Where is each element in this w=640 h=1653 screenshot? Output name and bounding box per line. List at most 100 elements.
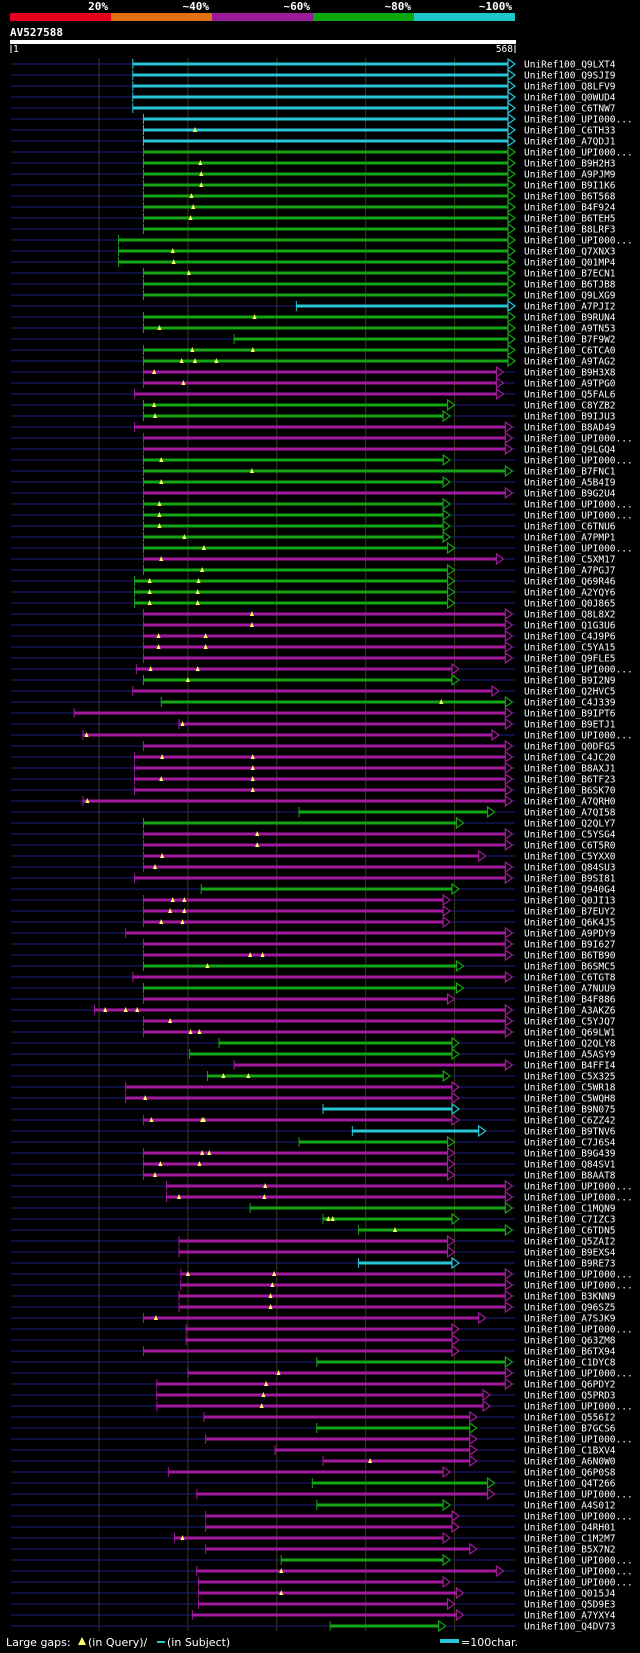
hit-label[interactable]: UniRef100_C5WQH8 — [524, 1094, 616, 1105]
hit-label[interactable]: UniRef100_C5YA15 — [524, 643, 616, 654]
hit-label[interactable]: UniRef100_C8YZB2 — [524, 401, 616, 412]
hit-label[interactable]: UniRef100_B9G2U4 — [524, 489, 616, 500]
hit-label[interactable]: UniRef100_B8LRF3 — [524, 225, 616, 236]
hit-label[interactable]: UniRef100_A7QI58 — [524, 808, 616, 819]
hit-label[interactable]: UniRef100_B7FNC1 — [524, 467, 616, 478]
hit-label[interactable]: UniRef100_Q63ZM8 — [524, 1336, 616, 1347]
hit-label[interactable]: UniRef100_B7EUY2 — [524, 907, 616, 918]
hit-label[interactable]: UniRef100_Q5D9E3 — [524, 1600, 616, 1611]
hit-label[interactable]: UniRef100_B9EXS4 — [524, 1248, 616, 1259]
hit-label[interactable]: UniRef100_A7QRH0 — [524, 797, 616, 808]
hit-label[interactable]: UniRef100_C1M2M7 — [524, 1534, 616, 1545]
hit-label[interactable]: UniRef100_A3AKZ6 — [524, 1006, 616, 1017]
hit-label[interactable]: UniRef100_C1DYC8 — [524, 1358, 616, 1369]
hit-label[interactable]: UniRef100_UPI000... — [524, 1182, 633, 1193]
hit-label[interactable]: UniRef100_C6T5R0 — [524, 841, 616, 852]
hit-label[interactable]: UniRef100_Q9SJI9 — [524, 71, 616, 82]
hit-label[interactable]: UniRef100_Q940G4 — [524, 885, 616, 896]
hit-label[interactable]: UniRef100_B4FFI4 — [524, 1061, 616, 1072]
hit-label[interactable]: UniRef100_C6TH33 — [524, 126, 616, 137]
hit-label[interactable]: UniRef100_C4J339 — [524, 698, 616, 709]
hit-label[interactable]: UniRef100_UPI000... — [524, 1270, 633, 1281]
hit-label[interactable]: UniRef100_B7GCS6 — [524, 1424, 616, 1435]
hit-label[interactable]: UniRef100_B7ECN1 — [524, 269, 616, 280]
hit-label[interactable]: UniRef100_B6SK70 — [524, 786, 616, 797]
hit-label[interactable]: UniRef100_B9SI81 — [524, 874, 616, 885]
hit-label[interactable]: UniRef100_A9TAG2 — [524, 357, 616, 368]
hit-label[interactable]: UniRef100_A7PJI2 — [524, 302, 616, 313]
hit-label[interactable]: UniRef100_B6TB90 — [524, 951, 616, 962]
hit-label[interactable]: UniRef100_Q9LXG9 — [524, 291, 616, 302]
hit-label[interactable]: UniRef100_B9I627 — [524, 940, 616, 951]
hit-label[interactable]: UniRef100_B6TJB8 — [524, 280, 616, 291]
hit-label[interactable]: UniRef100_B9IPT6 — [524, 709, 616, 720]
hit-label[interactable]: UniRef100_B9G439 — [524, 1149, 616, 1160]
hit-label[interactable]: UniRef100_B6TF23 — [524, 775, 616, 786]
hit-label[interactable]: UniRef100_UPI000... — [524, 434, 633, 445]
hit-label[interactable]: UniRef100_A5B4I9 — [524, 478, 616, 489]
hit-label[interactable]: UniRef100_A5ASY9 — [524, 1050, 616, 1061]
hit-label[interactable]: UniRef100_B6T568 — [524, 192, 616, 203]
hit-label[interactable]: UniRef100_B9RUN4 — [524, 313, 616, 324]
hit-label[interactable]: UniRef100_A9PDY9 — [524, 929, 616, 940]
hit-label[interactable]: UniRef100_B8AXJ1 — [524, 764, 616, 775]
hit-label[interactable]: UniRef100_C5XM17 — [524, 555, 616, 566]
hit-label[interactable]: UniRef100_A7PGJ7 — [524, 566, 616, 577]
hit-label[interactable]: UniRef100_C6ZZ42 — [524, 1116, 616, 1127]
hit-label[interactable]: UniRef100_Q2QLY7 — [524, 819, 616, 830]
hit-label[interactable]: UniRef100_Q0JI13 — [524, 896, 616, 907]
hit-label[interactable]: UniRef100_B9IJU3 — [524, 412, 616, 423]
hit-label[interactable]: UniRef100_Q4T266 — [524, 1479, 616, 1490]
hit-label[interactable]: UniRef100_C5YJQ7 — [524, 1017, 616, 1028]
hit-label[interactable]: UniRef100_UPI000... — [524, 1281, 633, 1292]
hit-label[interactable]: UniRef100_UPI000... — [524, 1512, 633, 1523]
hit-label[interactable]: UniRef100_UPI000... — [524, 236, 633, 247]
hit-label[interactable]: UniRef100_UPI000... — [524, 1435, 633, 1446]
hit-label[interactable]: UniRef100_C7J6S4 — [524, 1138, 616, 1149]
hit-label[interactable]: UniRef100_C1MQN9 — [524, 1204, 616, 1215]
hit-label[interactable]: UniRef100_A4S012 — [524, 1501, 616, 1512]
hit-label[interactable]: UniRef100_Q84SV1 — [524, 1160, 616, 1171]
hit-label[interactable]: UniRef100_B9H3X8 — [524, 368, 616, 379]
hit-label[interactable]: UniRef100_C6TDN5 — [524, 1226, 616, 1237]
hit-label[interactable]: UniRef100_Q0J865 — [524, 599, 616, 610]
hit-label[interactable]: UniRef100_C4JC20 — [524, 753, 616, 764]
hit-label[interactable]: UniRef100_UPI000... — [524, 544, 633, 555]
hit-label[interactable]: UniRef100_B9RE73 — [524, 1259, 616, 1270]
hit-label[interactable]: UniRef100_Q6PDY2 — [524, 1380, 616, 1391]
hit-label[interactable]: UniRef100_A7QDJ1 — [524, 137, 616, 148]
hit-label[interactable]: UniRef100_C6TGT8 — [524, 973, 616, 984]
hit-label[interactable]: UniRef100_UPI000... — [524, 1193, 633, 1204]
hit-label[interactable]: UniRef100_Q0DFG5 — [524, 742, 616, 753]
hit-label[interactable]: UniRef100_Q84SU3 — [524, 863, 616, 874]
hit-label[interactable]: UniRef100_Q69LW1 — [524, 1028, 616, 1039]
hit-label[interactable]: UniRef100_A9TPG0 — [524, 379, 616, 390]
hit-label[interactable]: UniRef100_Q7XNX3 — [524, 247, 616, 258]
hit-label[interactable]: UniRef100_B6TX94 — [524, 1347, 616, 1358]
hit-label[interactable]: UniRef100_Q1G3U6 — [524, 621, 616, 632]
hit-label[interactable]: UniRef100_A7NUU9 — [524, 984, 616, 995]
hit-label[interactable]: UniRef100_Q0WUD4 — [524, 93, 616, 104]
hit-label[interactable]: UniRef100_Q01MP4 — [524, 258, 616, 269]
hit-label[interactable]: UniRef100_UPI000... — [524, 500, 633, 511]
hit-label[interactable]: UniRef100_C5YSG4 — [524, 830, 616, 841]
hit-label[interactable]: UniRef100_C5YXX0 — [524, 852, 616, 863]
hit-label[interactable]: UniRef100_Q9LGQ4 — [524, 445, 616, 456]
hit-label[interactable]: UniRef100_C7IZC3 — [524, 1215, 616, 1226]
hit-label[interactable]: UniRef100_B4F924 — [524, 203, 616, 214]
hit-label[interactable]: UniRef100_UPI000... — [524, 1556, 633, 1567]
hit-label[interactable]: UniRef100_Q5PRD3 — [524, 1391, 616, 1402]
hit-label[interactable]: UniRef100_UPI000... — [524, 1578, 633, 1589]
hit-label[interactable]: UniRef100_Q6P0S8 — [524, 1468, 616, 1479]
hit-label[interactable]: UniRef100_B9ETJ1 — [524, 720, 616, 731]
hit-label[interactable]: UniRef100_B6SMC5 — [524, 962, 616, 973]
hit-label[interactable]: UniRef100_UPI000... — [524, 1369, 633, 1380]
hit-label[interactable]: UniRef100_UPI000... — [524, 511, 633, 522]
hit-label[interactable]: UniRef100_UPI000... — [524, 148, 633, 159]
hit-label[interactable]: UniRef100_B9TNV6 — [524, 1127, 616, 1138]
hit-label[interactable]: UniRef100_C5X325 — [524, 1072, 616, 1083]
hit-label[interactable]: UniRef100_UPI000... — [524, 731, 633, 742]
hit-label[interactable]: UniRef100_Q5ZAI2 — [524, 1237, 616, 1248]
hit-label[interactable]: UniRef100_B3KNN9 — [524, 1292, 616, 1303]
hit-label[interactable]: UniRef100_A7PMP1 — [524, 533, 616, 544]
